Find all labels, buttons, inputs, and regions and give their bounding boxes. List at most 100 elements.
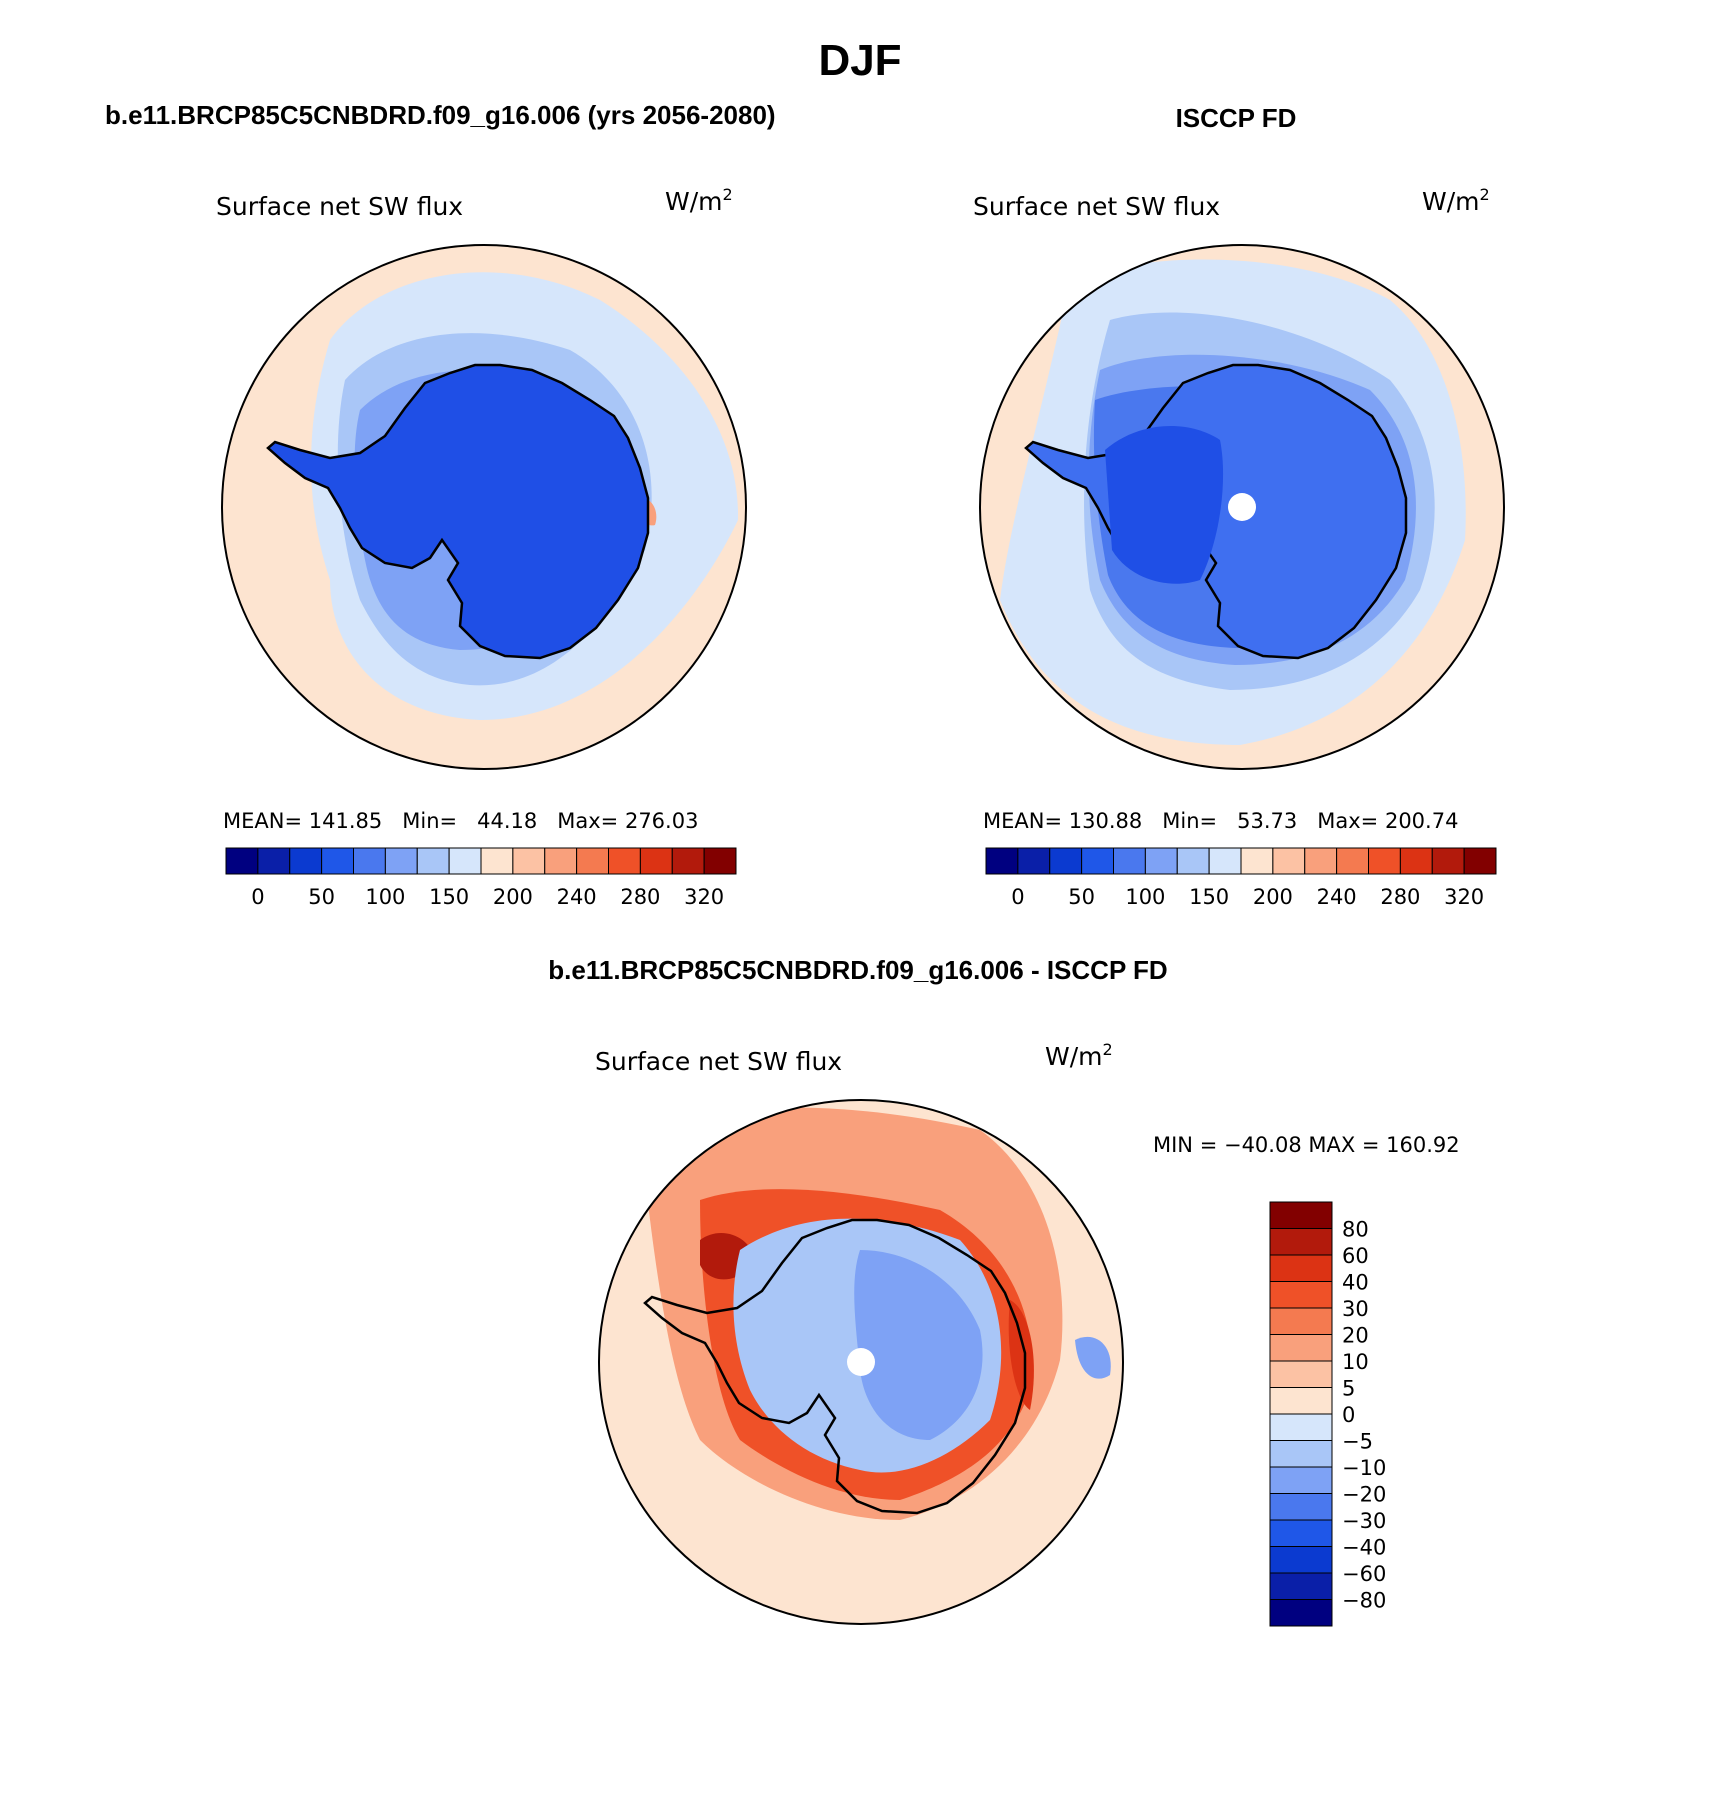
map-inland-dark — [1105, 426, 1224, 584]
colorbar-tick-label: 200 — [1253, 885, 1293, 909]
colorbar-swatch — [1269, 1307, 1333, 1335]
colorbar-swatch — [1269, 1387, 1333, 1415]
colorbar-swatch — [321, 847, 354, 875]
colorbar-tick-label: 50 — [1068, 885, 1095, 909]
pole-hole — [847, 1348, 875, 1376]
colorbar-tick-label: 10 — [1342, 1350, 1369, 1374]
colorbar-tick-label: −5 — [1342, 1430, 1373, 1454]
colorbar-swatch — [1269, 1546, 1333, 1574]
colorbar-tick-label: 40 — [1342, 1271, 1369, 1295]
colorbar-tick-label: 150 — [1189, 885, 1229, 909]
colorbar-tick-label: 0 — [1011, 885, 1024, 909]
colorbar-swatch — [1208, 847, 1242, 875]
map-diff-border — [598, 1099, 1124, 1625]
panel-diff-header: b.e11.BRCP85C5CNBDRD.f09_g16.006 - ISCCP… — [548, 955, 1167, 985]
colorbar-tick-label: 200 — [493, 885, 533, 909]
colorbar-swatch — [225, 847, 259, 875]
colorbar-tick-label: −80 — [1342, 1589, 1386, 1613]
colorbar-swatch — [1269, 1440, 1333, 1468]
colorbar-swatch — [289, 847, 323, 875]
colorbar-swatch — [576, 847, 609, 875]
colorbar-swatch — [544, 847, 578, 875]
colorbar-swatch — [1269, 1254, 1333, 1282]
panel-obs-variable: Surface net SW flux — [973, 192, 1220, 221]
colorbar-swatch — [1431, 847, 1465, 875]
colorbar-tick-label: 320 — [1444, 885, 1484, 909]
colorbar-tick-label: 100 — [365, 885, 405, 909]
colorbar-swatch — [480, 847, 514, 875]
panel-model-variable: Surface net SW flux — [216, 192, 463, 221]
colorbar-swatch — [1269, 1413, 1333, 1441]
colorbar-tick-label: −60 — [1342, 1562, 1386, 1586]
colorbar-tick-label: 0 — [251, 885, 264, 909]
colorbar-swatch — [1049, 847, 1083, 875]
colorbar-swatch — [985, 847, 1019, 875]
colorbar-tick-label: 0 — [1342, 1403, 1355, 1427]
colorbar-swatch — [448, 847, 482, 875]
panel-obs-header: ISCCP FD — [1176, 103, 1297, 133]
colorbar-swatch — [416, 847, 450, 875]
colorbar-swatch — [1368, 847, 1401, 875]
colorbar-tick-label: 240 — [557, 885, 597, 909]
colorbar-model: 0 50 100 150 200 240 280 320 — [225, 847, 737, 909]
colorbar-swatch — [1269, 1493, 1333, 1521]
colorbar-tick-label: 20 — [1342, 1324, 1369, 1348]
panel-diff-units: W/m2 — [1045, 1040, 1113, 1071]
colorbar-swatch — [257, 847, 291, 875]
colorbar-tick-label: 320 — [684, 885, 724, 909]
colorbar-tick-label: 5 — [1342, 1377, 1355, 1401]
colorbar-tick-label: 30 — [1342, 1297, 1369, 1321]
colorbar-swatch — [1269, 1572, 1333, 1600]
colorbar-swatch — [1269, 1599, 1333, 1627]
panel-obs-units: W/m2 — [1422, 185, 1490, 216]
colorbar-swatch — [1399, 847, 1433, 875]
panel-diff: b.e11.BRCP85C5CNBDRD.f09_g16.006 - ISCCP… — [548, 955, 1460, 1627]
colorbar-tick-label: −40 — [1342, 1536, 1386, 1560]
colorbar-swatch — [1269, 1334, 1333, 1362]
colorbar-tick-label: 100 — [1125, 885, 1165, 909]
map-diff — [599, 1100, 1123, 1624]
colorbar-swatch — [608, 847, 641, 875]
colorbar-swatch — [1176, 847, 1210, 875]
colorbar-swatch — [1272, 847, 1306, 875]
colorbar-swatch — [671, 847, 705, 875]
colorbar-tick-label: 240 — [1317, 885, 1357, 909]
map-diff-blue-core — [854, 1250, 983, 1440]
colorbar-swatch — [1269, 1201, 1333, 1229]
map-model-border — [221, 244, 747, 770]
colorbar-swatch — [512, 847, 546, 875]
colorbar-swatch — [353, 847, 386, 875]
panel-obs-stats: MEAN= 130.88 Min= 53.73 Max= 200.74 — [983, 809, 1458, 833]
panel-model-header: b.e11.BRCP85C5CNBDRD.f09_g16.006 (yrs 20… — [105, 100, 776, 130]
colorbar-tick-label: 60 — [1342, 1244, 1369, 1268]
colorbar-tick-label: −30 — [1342, 1509, 1386, 1533]
colorbar-swatch — [1269, 1360, 1333, 1388]
colorbar-swatch — [1336, 847, 1369, 875]
panel-model: b.e11.BRCP85C5CNBDRD.f09_g16.006 (yrs 20… — [105, 100, 776, 909]
colorbar-swatch — [1081, 847, 1114, 875]
map-obs-border — [979, 244, 1505, 770]
colorbar-tick-label: 280 — [620, 885, 660, 909]
colorbar-obs: 0 50 100 150 200 240 280 320 — [985, 847, 1497, 909]
colorbar-tick-label: 280 — [1380, 885, 1420, 909]
colorbar-tick-label: 150 — [429, 885, 469, 909]
map-diff-blue-patch — [1075, 1336, 1111, 1379]
panel-diff-variable: Surface net SW flux — [595, 1047, 842, 1076]
colorbar-swatch — [1269, 1519, 1333, 1547]
colorbar-swatch — [1269, 1466, 1333, 1494]
panel-diff-minmax: MIN = −40.08 MAX = 160.92 — [1153, 1133, 1460, 1157]
colorbar-swatch — [1463, 847, 1497, 875]
colorbar-swatch — [1113, 847, 1146, 875]
colorbar-swatch — [703, 847, 737, 875]
colorbar-tick-label: −10 — [1342, 1456, 1386, 1480]
colorbar-swatch — [1017, 847, 1051, 875]
pole-hole — [1228, 493, 1256, 521]
colorbar-tick-label: 50 — [308, 885, 335, 909]
colorbar-tick-label: 80 — [1342, 1218, 1369, 1242]
main-title: DJF — [818, 36, 901, 85]
colorbar-swatch — [1304, 847, 1338, 875]
map-model — [222, 245, 746, 769]
map-obs — [980, 245, 1504, 769]
